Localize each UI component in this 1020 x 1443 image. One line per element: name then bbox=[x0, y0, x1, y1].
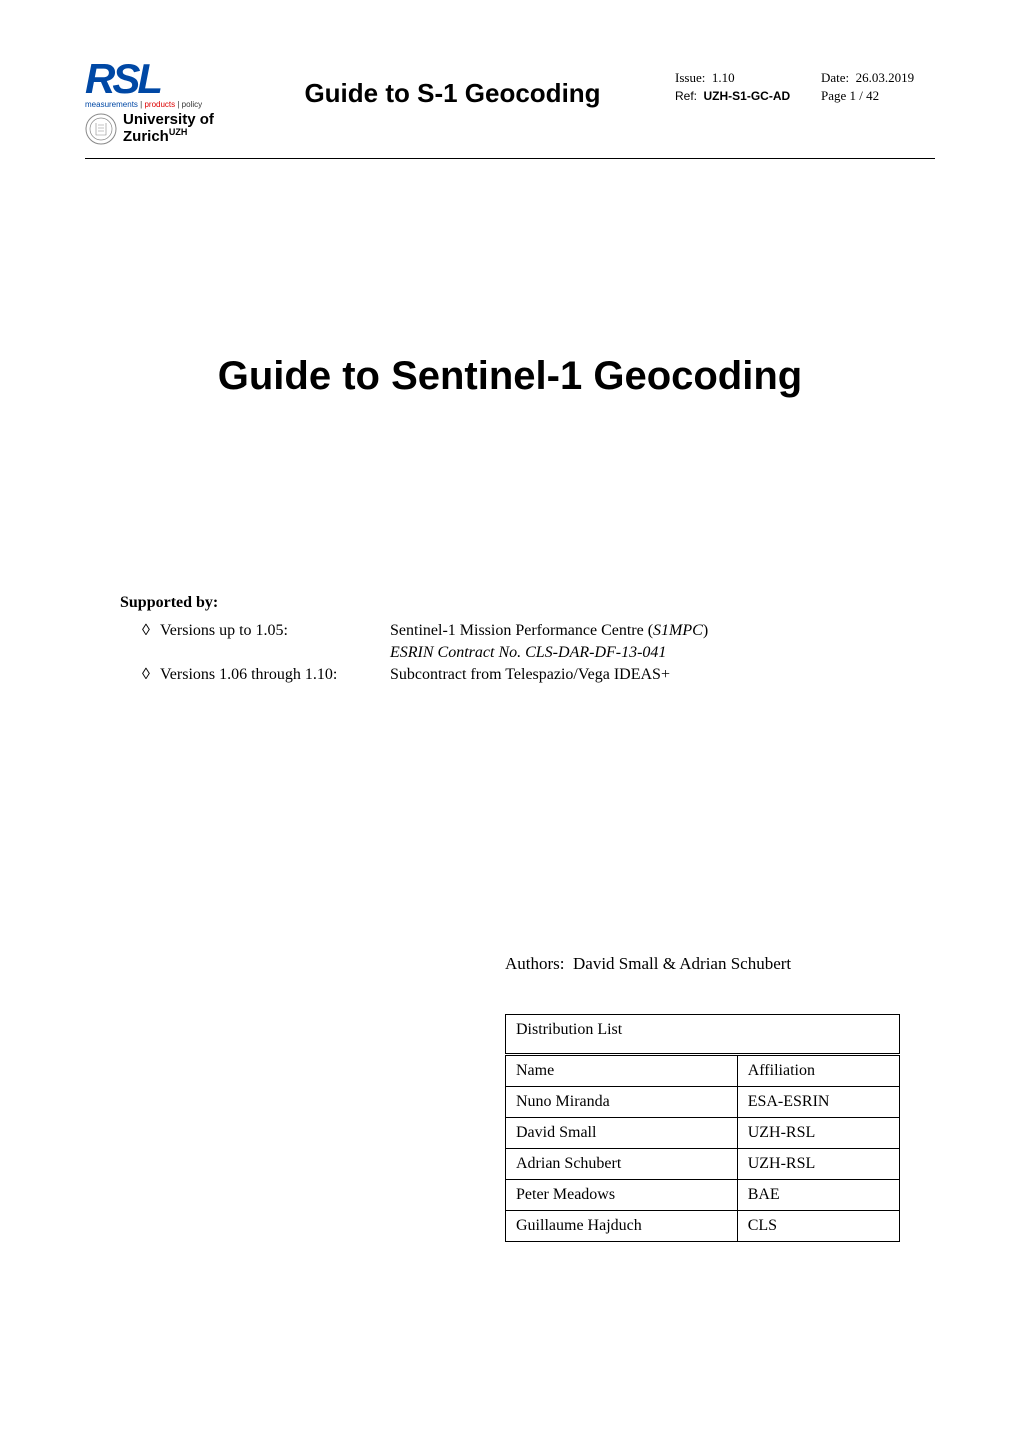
distribution-table: Distribution List Name Affiliation Nuno … bbox=[505, 1014, 900, 1242]
table-row: Nuno Miranda ESA-ESRIN bbox=[506, 1086, 900, 1117]
header-rule bbox=[85, 158, 935, 159]
supported-heading: Supported by: bbox=[120, 594, 935, 612]
rsl-logo-text: RSL bbox=[85, 60, 230, 98]
page-header: RSL measurements | products | policy Uni… bbox=[85, 60, 935, 146]
support-row: ESRIN Contract No. CLS-DAR-DF-13-041 bbox=[142, 644, 935, 662]
support-detail: Subcontract from Telespazio/Vega IDEAS+ bbox=[390, 666, 935, 684]
header-meta: Issue: 1.10 Date: 26.03.2019 Ref: UZH-S1… bbox=[675, 60, 935, 104]
table-title-row: Distribution List bbox=[506, 1014, 900, 1054]
table-row: Peter Meadows BAE bbox=[506, 1179, 900, 1210]
rsl-logo: RSL measurements | products | policy bbox=[85, 60, 230, 109]
bullet-diamond-icon: ◊ bbox=[142, 622, 160, 640]
spacer bbox=[160, 644, 390, 662]
table-row: David Small UZH-RSL bbox=[506, 1117, 900, 1148]
cell-affiliation: BAE bbox=[737, 1179, 899, 1210]
cell-name: Guillaume Hajduch bbox=[506, 1210, 738, 1241]
supported-by-section: Supported by: ◊ Versions up to 1.05: Sen… bbox=[120, 594, 935, 684]
table-header-row: Name Affiliation bbox=[506, 1054, 900, 1086]
distribution-title: Distribution List bbox=[506, 1014, 900, 1054]
support-detail-ital: S1MPC bbox=[653, 622, 703, 639]
support-detail: Sentinel-1 Mission Performance Centre (S… bbox=[390, 622, 935, 640]
support-detail-post: ) bbox=[703, 622, 708, 639]
authors-names: David Small & Adrian Schubert bbox=[573, 954, 791, 973]
ref-value: UZH-S1-GC-AD bbox=[704, 89, 791, 103]
page-label: Page bbox=[821, 88, 846, 103]
header-short-title: Guide to S-1 Geocoding bbox=[230, 60, 675, 109]
rsl-tagline: measurements | products | policy bbox=[85, 100, 230, 109]
tagline-measurements: measurements bbox=[85, 100, 138, 109]
authors-label: Authors: bbox=[505, 954, 565, 973]
cell-name: Adrian Schubert bbox=[506, 1148, 738, 1179]
date-value: 26.03.2019 bbox=[856, 70, 915, 85]
date-label: Date: bbox=[821, 70, 849, 85]
issue-label: Issue: bbox=[675, 70, 705, 85]
support-versions: Versions 1.06 through 1.10: bbox=[160, 666, 390, 684]
tagline-policy: policy bbox=[182, 100, 202, 109]
logo-block: RSL measurements | products | policy Uni… bbox=[85, 60, 230, 146]
col-name: Name bbox=[506, 1054, 738, 1086]
authors-line: Authors: David Small & Adrian Schubert bbox=[85, 954, 935, 974]
bullet-diamond-icon: ◊ bbox=[142, 666, 160, 684]
support-versions: Versions up to 1.05: bbox=[160, 622, 390, 640]
cell-name: Nuno Miranda bbox=[506, 1086, 738, 1117]
uzh-sup: UZH bbox=[169, 127, 188, 137]
uzh-line1: University of bbox=[123, 111, 214, 128]
cell-affiliation: CLS bbox=[737, 1210, 899, 1241]
tagline-products: products bbox=[144, 100, 175, 109]
cell-affiliation: UZH-RSL bbox=[737, 1148, 899, 1179]
support-row: ◊ Versions 1.06 through 1.10: Subcontrac… bbox=[142, 666, 935, 684]
col-affiliation: Affiliation bbox=[737, 1054, 899, 1086]
support-detail-pre: Sentinel-1 Mission Performance Centre ( bbox=[390, 622, 653, 639]
uzh-seal-icon bbox=[85, 113, 117, 145]
cell-affiliation: UZH-RSL bbox=[737, 1117, 899, 1148]
ref-label: Ref: bbox=[675, 89, 697, 103]
uzh-logo: University of ZurichUZH bbox=[85, 112, 230, 146]
issue-value: 1.10 bbox=[712, 70, 735, 85]
spacer bbox=[142, 644, 160, 662]
cell-name: Peter Meadows bbox=[506, 1179, 738, 1210]
support-sub-detail: ESRIN Contract No. CLS-DAR-DF-13-041 bbox=[390, 644, 935, 662]
cell-affiliation: ESA-ESRIN bbox=[737, 1086, 899, 1117]
table-row: Adrian Schubert UZH-RSL bbox=[506, 1148, 900, 1179]
document-title: Guide to Sentinel-1 Geocoding bbox=[85, 354, 935, 399]
page-value: 1 / 42 bbox=[850, 88, 880, 103]
uzh-text: University of ZurichUZH bbox=[123, 112, 214, 146]
table-row: Guillaume Hajduch CLS bbox=[506, 1210, 900, 1241]
support-row: ◊ Versions up to 1.05: Sentinel-1 Missio… bbox=[142, 622, 935, 640]
uzh-line2a: Zurich bbox=[123, 128, 169, 145]
support-sub-ital: ESRIN Contract No. CLS-DAR-DF-13-041 bbox=[390, 644, 666, 661]
main-title-block: Guide to Sentinel-1 Geocoding bbox=[85, 354, 935, 399]
cell-name: David Small bbox=[506, 1117, 738, 1148]
